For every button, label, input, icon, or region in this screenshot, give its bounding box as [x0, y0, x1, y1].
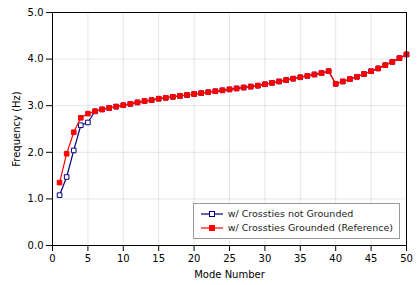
- svg-text:10: 10: [117, 253, 130, 264]
- html-text:w/ Crossties not Grounded: w/ Crossties not Grounded: [227, 208, 354, 219]
- svg-text:Frequency (Hz): Frequency (Hz): [11, 91, 22, 167]
- svg-text:15: 15: [152, 253, 165, 264]
- svg-text:Mode Number: Mode Number: [194, 269, 265, 280]
- svg-text:45: 45: [365, 253, 378, 264]
- svg-text:5.0: 5.0: [28, 7, 44, 18]
- svg-text:30: 30: [259, 253, 272, 264]
- svg-text:3.0: 3.0: [28, 100, 44, 111]
- svg-text:35: 35: [294, 253, 307, 264]
- html-text:w/ Crossties Grounded (Referen: w/ Crossties Grounded (Reference): [227, 222, 393, 233]
- svg-text:20: 20: [188, 253, 201, 264]
- svg-text:4.0: 4.0: [28, 53, 44, 64]
- svg-text:40: 40: [329, 253, 342, 264]
- svg-text:2.0: 2.0: [28, 147, 44, 158]
- svg-text:5: 5: [85, 253, 91, 264]
- svg-text:0: 0: [49, 253, 55, 264]
- svg-text:50: 50: [400, 253, 413, 264]
- svg-text:0.0: 0.0: [28, 240, 44, 251]
- svg-text:25: 25: [223, 253, 236, 264]
- svg-text:1.0: 1.0: [28, 193, 44, 204]
